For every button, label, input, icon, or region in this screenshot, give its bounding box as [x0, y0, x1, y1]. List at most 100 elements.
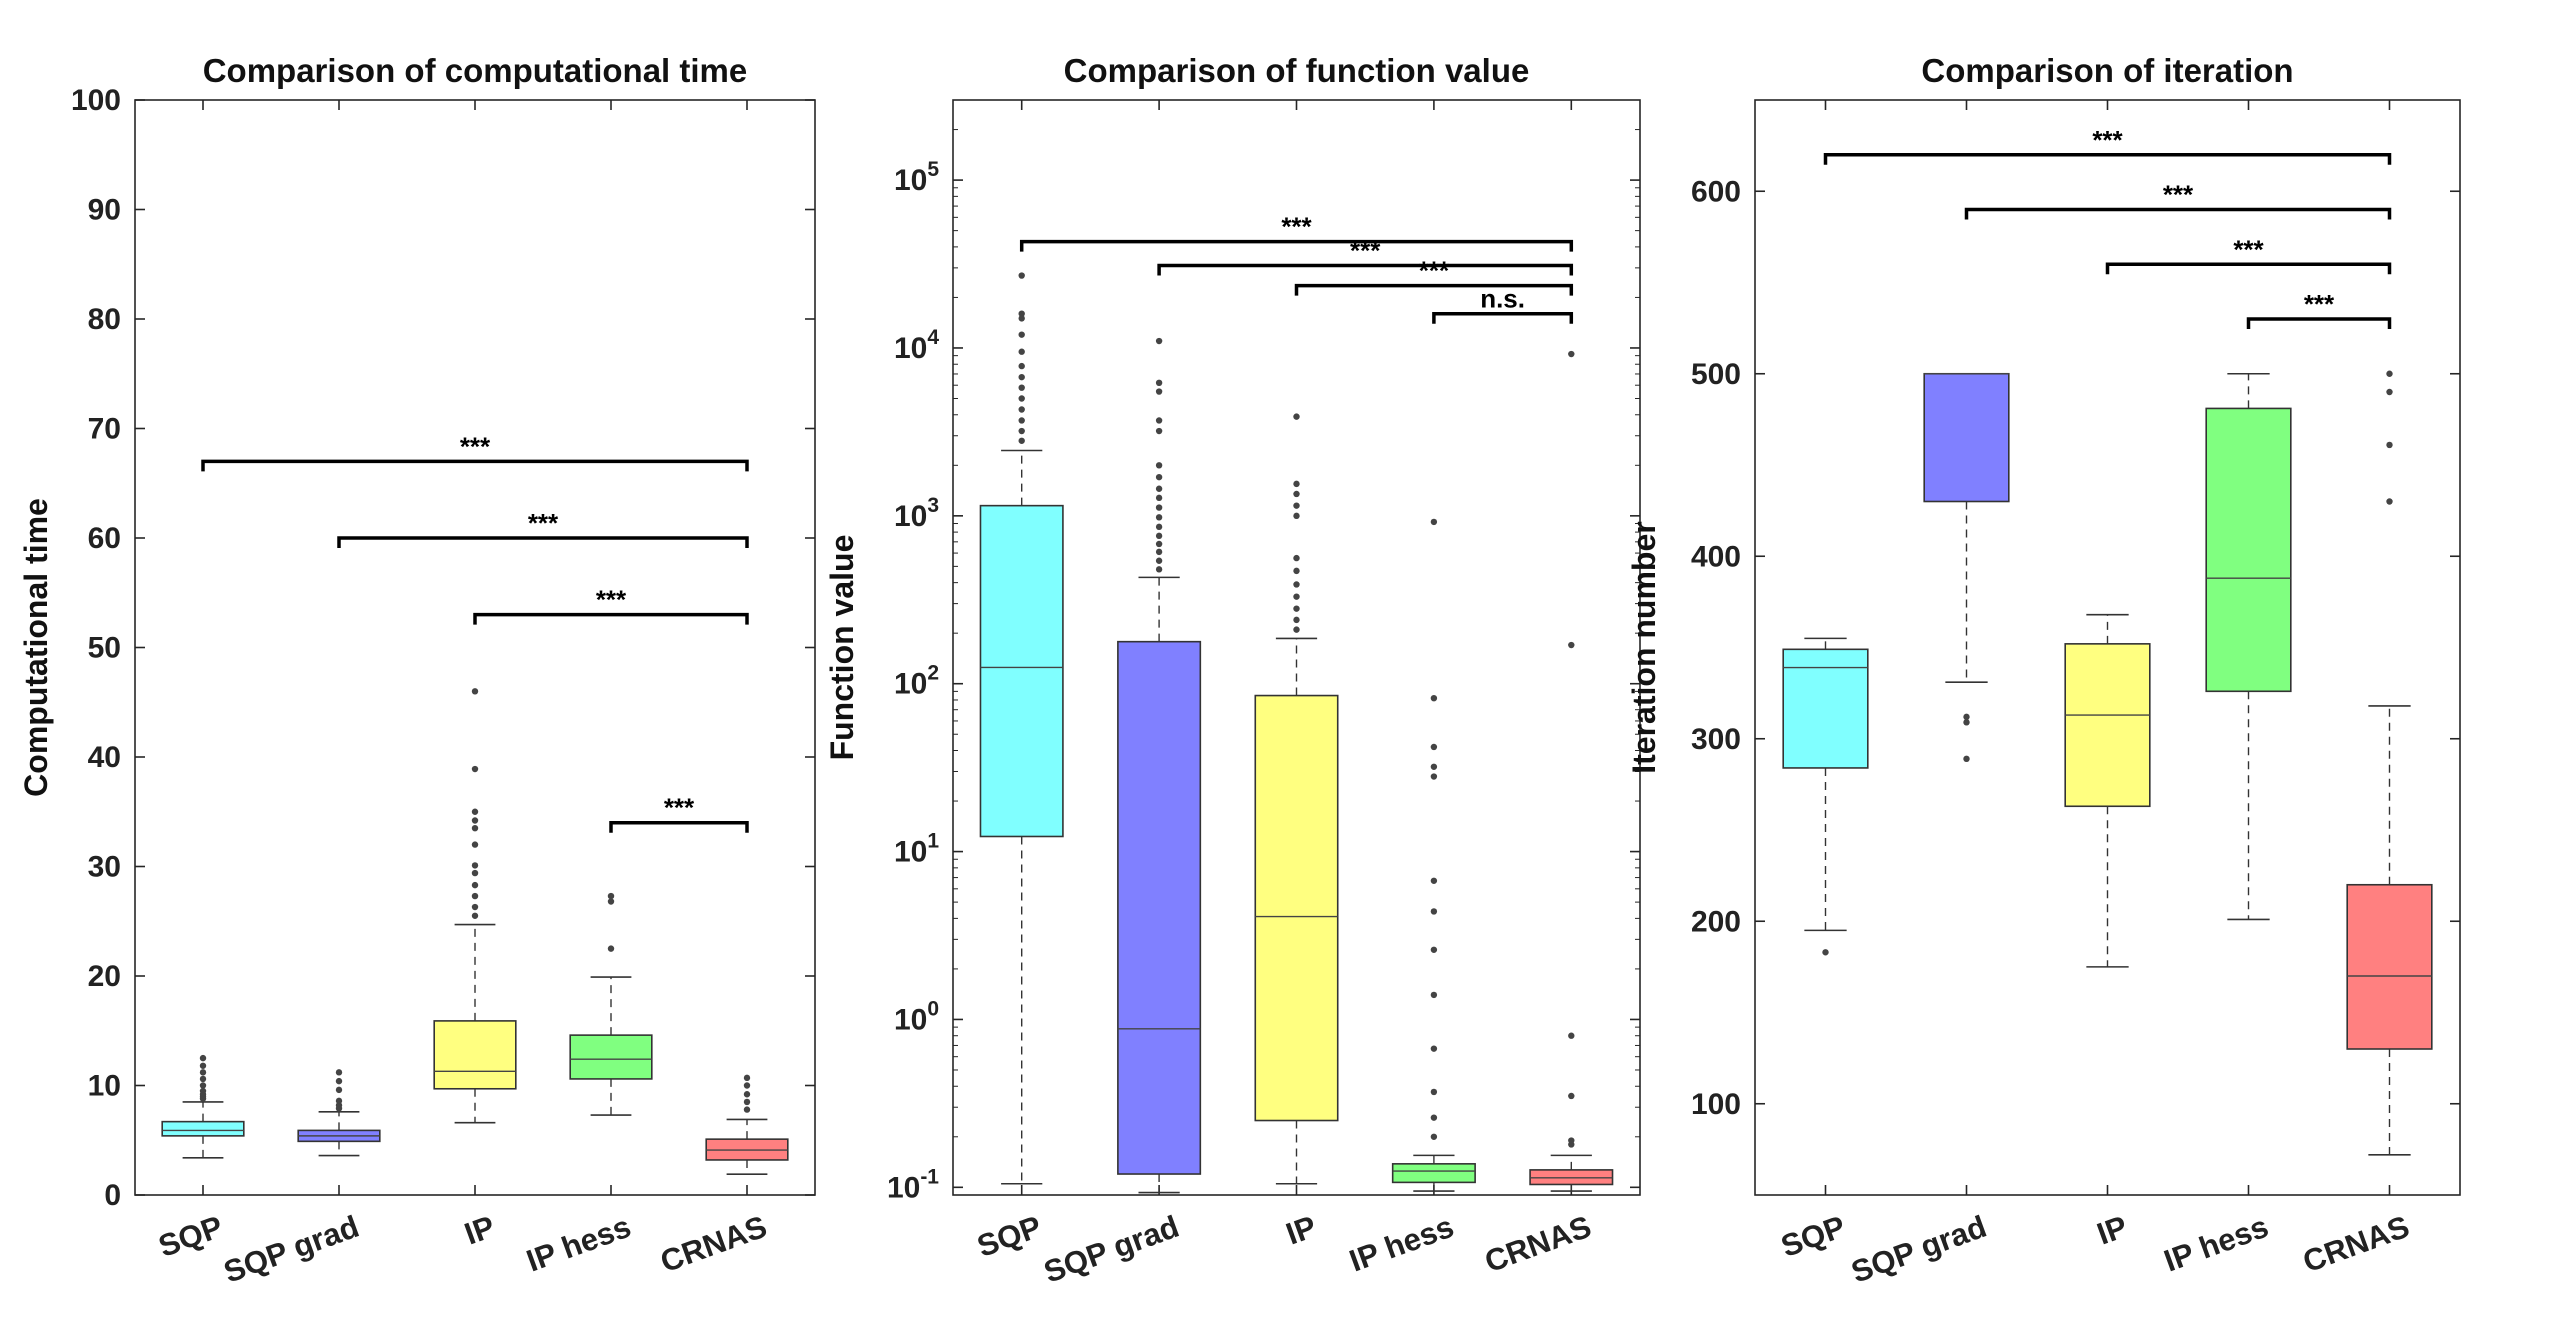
outlier-point — [1430, 773, 1438, 780]
x-category-label: CRNAS — [656, 1209, 772, 1280]
outlier-point — [1293, 605, 1300, 612]
significance-label: *** — [664, 793, 695, 823]
x-category-label: SQP grad — [219, 1209, 363, 1290]
y-tick-label: 100 — [71, 84, 121, 117]
outlier-point — [1430, 763, 1438, 770]
chart-title: Comparison of iteration — [1921, 52, 2293, 89]
outlier-point — [1430, 991, 1438, 999]
bracket-line — [609, 820, 749, 833]
outlier-point — [1018, 272, 1025, 279]
outlier-point — [1155, 504, 1163, 511]
iqr-box — [161, 1120, 245, 1137]
iqr-box — [569, 1034, 653, 1080]
outlier-point — [743, 1082, 751, 1089]
outlier-point — [2386, 388, 2393, 396]
significance-label: *** — [460, 431, 491, 461]
y-tick-label: 60 — [88, 522, 121, 555]
outlier-point — [1018, 373, 1025, 381]
outlier-point — [1018, 427, 1025, 435]
significance-bracket: *** — [609, 793, 749, 833]
outlier-point — [1293, 567, 1300, 575]
significance-label: *** — [596, 585, 627, 615]
outlier-point — [1430, 1045, 1438, 1052]
significance-bracket: n.s. — [1432, 284, 1574, 324]
outlier-point — [1430, 908, 1438, 915]
outlier-point — [1293, 512, 1300, 520]
bracket-line — [2246, 317, 2392, 329]
box-sqp — [979, 272, 1064, 1185]
bracket-line — [337, 536, 749, 548]
significance-bracket: *** — [1823, 125, 2392, 165]
iqr-box — [1923, 372, 2010, 503]
bracket-line — [1432, 311, 1574, 324]
outlier-point — [1293, 490, 1300, 498]
box-sqp-grad — [1923, 372, 2010, 763]
outlier-point — [1293, 480, 1300, 488]
y-axis-label: Iteration number — [1626, 521, 1662, 773]
outlier-point — [1293, 502, 1300, 509]
outlier-point — [1018, 331, 1025, 338]
outlier-point — [1568, 1092, 1575, 1100]
outlier-point — [2386, 441, 2393, 449]
y-tick-label: 80 — [88, 303, 121, 336]
outlier-point — [743, 1098, 751, 1106]
outlier-point — [1430, 1114, 1438, 1121]
outlier-point — [743, 1106, 751, 1113]
significance-bracket: *** — [337, 508, 749, 548]
y-tick-label: 50 — [88, 632, 121, 665]
outlier-point — [1293, 593, 1300, 600]
y-tick-label: 30 — [88, 851, 121, 884]
outlier-point — [1963, 755, 1970, 763]
x-category-label: SQP grad — [1847, 1209, 1991, 1290]
outlier-point — [743, 1091, 751, 1098]
outlier-point — [335, 1102, 343, 1109]
significance-bracket: *** — [473, 585, 749, 625]
outlier-point — [471, 841, 479, 848]
outlier-point — [1293, 554, 1300, 562]
iqr-box — [2064, 643, 2151, 808]
y-tick-label: 102 — [894, 662, 939, 701]
outlier-point — [471, 817, 479, 824]
significance-label: *** — [1350, 235, 1381, 265]
outlier-point — [1155, 379, 1163, 387]
y-tick-label: 200 — [1691, 905, 1741, 938]
outlier-point — [607, 892, 615, 900]
outlier-point — [199, 1054, 207, 1062]
outlier-point — [199, 1087, 207, 1095]
outlier-point — [2386, 370, 2393, 377]
significance-label: *** — [528, 508, 559, 538]
iqr-box — [2205, 407, 2292, 693]
outlier-point — [1155, 417, 1163, 424]
chart-title: Comparison of computational time — [203, 52, 748, 89]
outlier-point — [1018, 362, 1025, 370]
outlier-point — [1018, 348, 1025, 355]
significance-label: *** — [1281, 212, 1312, 242]
y-tick-label: 101 — [894, 830, 939, 869]
box-sqp — [161, 1054, 245, 1159]
iqr-box — [979, 504, 1064, 838]
chart-panel-2: Comparison of function value Function val… — [824, 52, 1641, 1290]
x-category-label: IP hess — [522, 1209, 635, 1279]
outlier-point — [1822, 949, 1829, 956]
y-tick-label: 100 — [1691, 1088, 1741, 1121]
significance-bracket: *** — [1019, 212, 1574, 252]
y-tick-label: 300 — [1691, 723, 1741, 756]
y-tick-label: 0 — [104, 1179, 121, 1212]
box-crnas — [705, 1074, 789, 1175]
x-category-label: SQP — [154, 1209, 227, 1264]
y-tick-label: 500 — [1691, 358, 1741, 391]
outlier-point — [1155, 427, 1163, 435]
box-sqp — [1782, 637, 1869, 956]
x-category-label: SQP grad — [1039, 1209, 1183, 1290]
outlier-point — [471, 903, 479, 911]
bracket-line — [473, 612, 749, 625]
iqr-box — [1391, 1163, 1476, 1184]
chart-panel-3: Comparison of iteration Iteration number 1… — [1626, 52, 2461, 1290]
significance-label: *** — [2233, 234, 2264, 264]
y-tick-label: 70 — [88, 413, 121, 446]
box-ip-hess — [569, 892, 653, 1116]
y-tick-label: 400 — [1691, 540, 1741, 573]
outlier-point — [1293, 626, 1300, 633]
x-category-label: IP hess — [1345, 1209, 1458, 1279]
bracket-line — [1294, 283, 1574, 296]
